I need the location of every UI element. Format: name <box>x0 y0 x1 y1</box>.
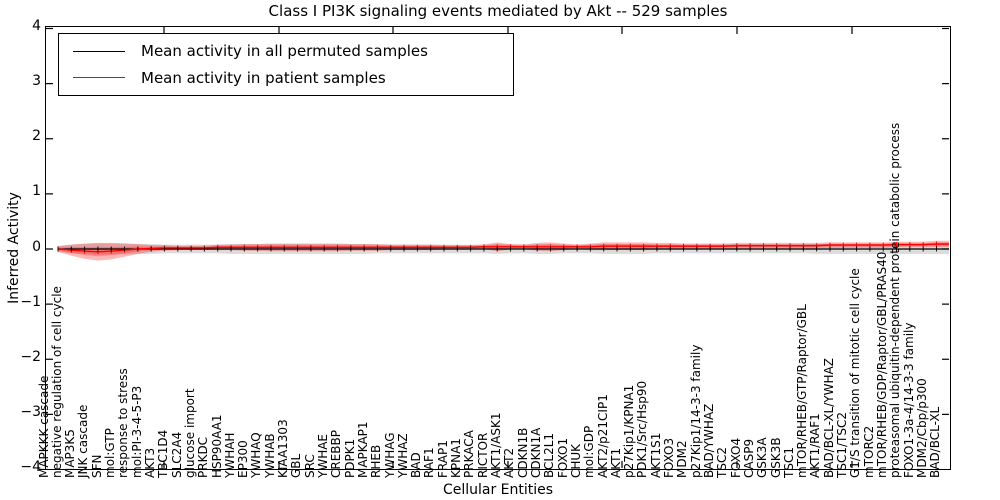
y-tick-label: 3 <box>32 73 41 90</box>
x-category-label: SRC <box>302 454 317 478</box>
x-category-label: MDM2/Cbp/p300 <box>914 378 929 478</box>
x-category-label: TSC1 <box>781 447 796 478</box>
x-category-label: GBL <box>289 453 304 478</box>
plot-area <box>45 26 951 470</box>
x-category-label: mol:PI-3-4-5-P3 <box>129 385 144 478</box>
x-category-label: MDM2 <box>675 440 690 478</box>
x-category-label: SLC2A4 <box>169 431 184 478</box>
x-category-label: BAD/BCL-XL/YWHAZ <box>821 358 836 478</box>
x-category-label: CREBBP <box>329 430 344 478</box>
x-category-label: PRKACA <box>462 430 477 478</box>
x-category-label: MAPKKK cascade <box>36 375 51 478</box>
x-category-label: YWHAH <box>222 432 237 478</box>
y-tick-label: 0 <box>32 238 41 255</box>
x-category-label: RICTOR <box>475 432 490 478</box>
x-category-label: GSK3A <box>755 437 770 478</box>
y-tick-label: 2 <box>32 128 41 145</box>
x-category-label: FOXO1 <box>555 437 570 478</box>
x-category-label: PDK1/Src/Hsp90 <box>635 380 650 478</box>
x-category-label: SFN <box>89 454 104 479</box>
x-category-label: FOXO1-3a-4/14-3-3 family <box>901 322 916 479</box>
x-category-label: CASP9 <box>741 438 756 478</box>
x-category-label: MAPKAP1 <box>355 421 370 478</box>
y-tick-label: −4 <box>20 459 41 475</box>
x-category-label: TBC1D4 <box>156 429 171 478</box>
x-category-label: mTORC2 <box>861 425 876 478</box>
legend: Mean activity in all permuted samples Me… <box>58 33 514 96</box>
red-line-sample-icon <box>73 77 125 79</box>
y-tick-label: 4 <box>32 18 41 34</box>
x-category-label: AKT1S1 <box>648 432 663 478</box>
legend-item-permuted: Mean activity in all permuted samples <box>59 42 513 60</box>
x-category-label: FRAP1 <box>435 440 450 478</box>
chart-title: Class I PI3K signaling events mediated b… <box>268 2 728 20</box>
x-category-label: HSP90AA1 <box>209 414 224 478</box>
x-category-label: TSC2 <box>715 447 730 478</box>
legend-item-patient: Mean activity in patient samples <box>59 69 513 87</box>
x-category-label: PRKDC <box>196 436 211 478</box>
x-category-label: FOXO4 <box>728 437 743 478</box>
y-tick-label: 1 <box>32 183 41 200</box>
legend-label: Mean activity in patient samples <box>141 68 386 87</box>
x-category-label: AKT2/p21CIP1 <box>595 394 610 478</box>
y-tick-label: −1 <box>20 293 41 310</box>
x-category-label: YWHAZ <box>395 433 410 478</box>
x-category-label: PDPK1 <box>342 438 357 478</box>
x-category-label: CDKN1B <box>515 427 530 478</box>
x-category-label: AKT1/RAF1 <box>808 413 823 478</box>
y-tick-label: −3 <box>20 403 41 420</box>
x-category-label: glucose import <box>182 388 197 478</box>
legend-label: Mean activity in all permuted samples <box>141 42 428 61</box>
x-category-label: G1/S transition of mitotic cell cycle <box>848 268 863 478</box>
x-category-label: RHEB <box>369 444 384 478</box>
x-category-label: BAD/BCL-XL <box>928 406 943 478</box>
x-category-label: CHUK <box>568 443 583 478</box>
x-category-label: AKT2 <box>502 447 517 478</box>
x-category-label: AKT1 <box>608 447 623 478</box>
x-category-label: RAF1 <box>422 447 437 478</box>
x-category-label: JNK cascade <box>76 404 91 478</box>
black-line-sample-icon <box>73 50 125 52</box>
y-tick-label: −2 <box>20 348 41 365</box>
x-category-label: p27Kip1/14-3-3 family <box>688 344 703 478</box>
x-category-label: YWHAB <box>262 433 277 478</box>
x-category-label: GSK3B <box>768 437 783 478</box>
plot-canvas <box>46 27 949 468</box>
x-category-label: negative regulation of cell cycle <box>49 286 64 478</box>
x-category-label: response to stress <box>116 368 131 478</box>
x-category-label: YWHAG <box>382 432 397 478</box>
x-category-label: BCL2L1 <box>542 432 557 478</box>
x-axis-label: Cellular Entities <box>442 482 554 498</box>
x-category-label: proteasomal ubiquitin-dependent protein … <box>888 122 903 478</box>
x-category-label: YWHAQ <box>249 432 264 478</box>
x-category-label: mol:GDP <box>582 425 597 478</box>
